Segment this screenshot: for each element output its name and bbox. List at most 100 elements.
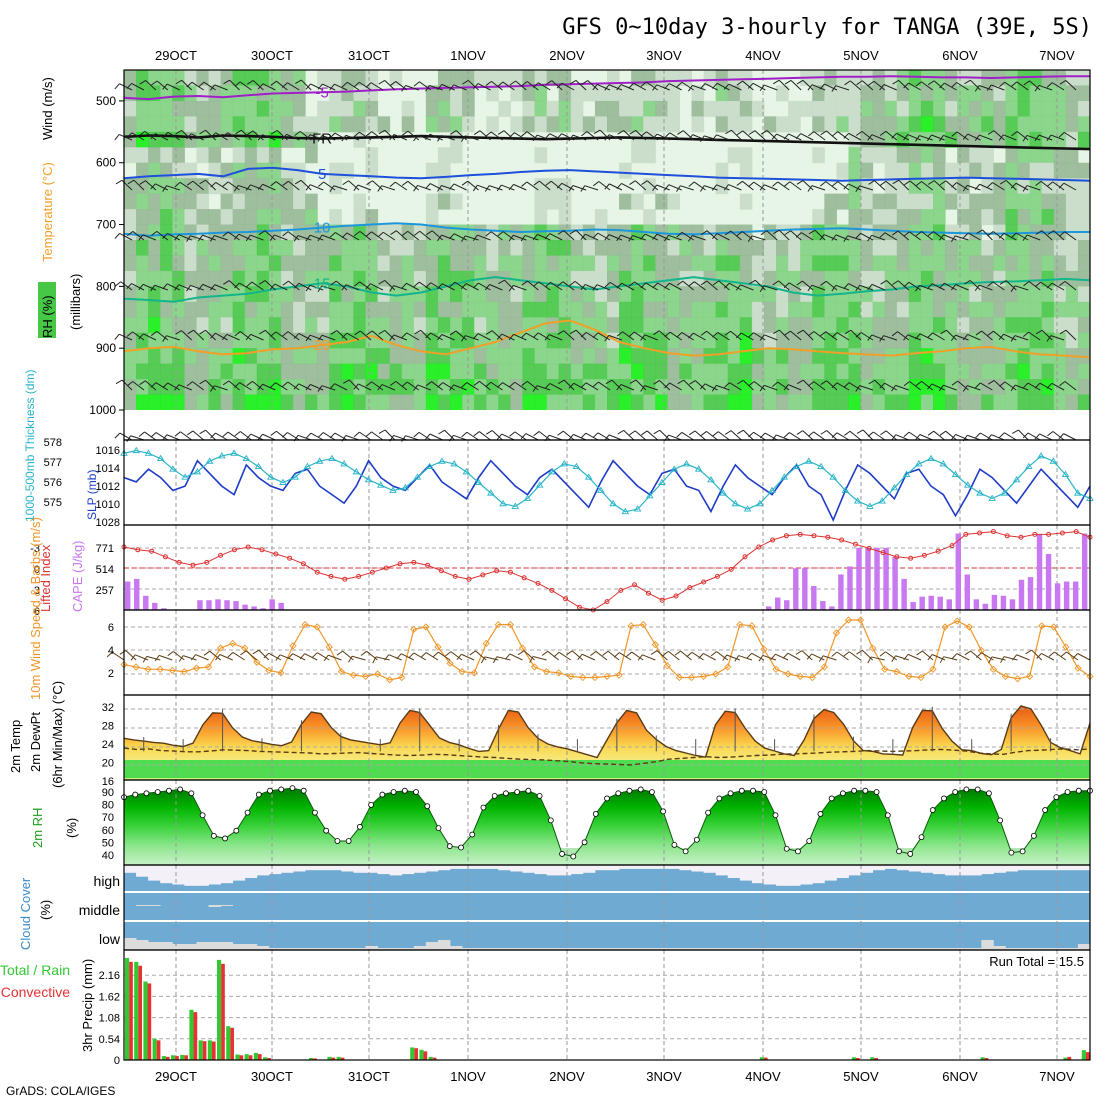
wind-barb <box>348 379 360 391</box>
rh-cell <box>1053 255 1067 272</box>
wind-barb <box>970 650 982 661</box>
thickness-marker <box>193 468 202 475</box>
wind-barb <box>848 382 862 391</box>
wind-barb <box>1050 335 1065 341</box>
wind-barb <box>954 235 969 241</box>
rh-cell <box>582 255 596 272</box>
wind-barb-flag <box>987 182 993 188</box>
wind-barb-flag <box>891 434 897 441</box>
rh-cell <box>425 255 439 272</box>
wind-barb <box>586 331 599 341</box>
wind-barb <box>264 280 276 291</box>
wind-barb-flag <box>222 181 229 187</box>
wind-barb <box>155 432 169 441</box>
wind-barb-flag <box>1022 135 1028 142</box>
rh-cell <box>474 317 487 334</box>
wind-barb-flag <box>617 429 625 435</box>
wind-marker <box>289 642 297 650</box>
rh-cell <box>860 348 874 365</box>
rh-cell <box>727 394 741 411</box>
wind-barb-flag <box>126 83 132 89</box>
rh-cell <box>836 193 849 210</box>
rh-cell <box>401 116 415 133</box>
rh-cell <box>981 131 994 148</box>
li-marker <box>852 541 858 547</box>
rh-cell <box>896 100 910 117</box>
rh-cell <box>450 394 463 411</box>
rh-cell <box>256 224 270 241</box>
rh-cell <box>667 85 680 102</box>
low-cloud-bar <box>667 948 680 950</box>
rh-cell <box>667 348 680 365</box>
rh-cell <box>933 162 946 179</box>
wind-barb <box>119 83 133 91</box>
wind-barb <box>132 331 145 341</box>
high-cloud-gap <box>474 865 487 869</box>
low-cloud-bar <box>570 948 584 950</box>
rh-cell <box>619 363 632 380</box>
wind-barb <box>287 82 300 91</box>
wind-barb-flag <box>796 79 804 85</box>
low-cloud-bar <box>437 940 451 950</box>
wind-barb <box>886 280 898 291</box>
wind-barb <box>704 83 718 91</box>
wind-barb-flag <box>199 329 206 335</box>
wind-barb-flag <box>939 656 945 664</box>
temp-tick: 24 <box>102 739 114 751</box>
rh-cell <box>607 255 620 272</box>
wind-barb <box>993 130 1005 141</box>
high-cloud-gap <box>124 865 137 873</box>
wind-barb-flag <box>688 430 696 436</box>
wind-barb-flag <box>653 380 660 385</box>
rh-cell <box>450 255 463 272</box>
wind-barb-flag <box>341 232 348 239</box>
high-cloud-gap <box>920 865 934 873</box>
rh-cell <box>425 348 439 365</box>
wind-barb <box>479 431 491 441</box>
rh-cell <box>727 147 741 164</box>
li-marker <box>466 576 472 582</box>
high-cloud-gap <box>232 865 246 881</box>
rh-marker <box>289 785 296 792</box>
wind-barb <box>190 133 204 141</box>
wind-barb-flag <box>820 181 827 187</box>
wind-barb <box>871 134 886 141</box>
wind-barb-flag <box>317 234 323 242</box>
low-cloud-bar <box>655 948 668 950</box>
wind-barb <box>907 334 921 341</box>
wind-barb-flag <box>389 285 394 292</box>
wind-barb <box>384 429 396 441</box>
rh-cell <box>1077 209 1091 226</box>
rh-cell <box>751 301 765 318</box>
wind-barb <box>214 284 228 291</box>
rh-cell <box>1029 85 1043 102</box>
wind-barb <box>274 234 288 241</box>
wind-barb-flag <box>855 385 861 392</box>
low-cloud-bar <box>353 948 366 950</box>
wind-barb-flag <box>831 131 839 137</box>
rh-cell <box>570 85 584 102</box>
wind-barb-flag <box>342 379 350 384</box>
high-cloud-gap <box>486 865 499 869</box>
rh-cell <box>1065 70 1079 86</box>
wind-barb-flag <box>425 133 431 141</box>
wind-barb-flag <box>329 432 336 439</box>
rh-cell <box>208 85 222 102</box>
wind-barb-flag <box>372 656 377 664</box>
high-cloud-gap <box>933 865 946 875</box>
rh-cell <box>655 394 668 411</box>
wind-barb <box>371 381 384 391</box>
wind-barb <box>764 432 778 441</box>
rh-cell <box>872 70 886 86</box>
rh-cell <box>522 100 536 117</box>
low-cloud-bar <box>329 948 342 950</box>
wind-barb <box>754 279 766 291</box>
wind-barb-flag <box>604 335 610 342</box>
rh-cell <box>643 147 656 164</box>
rh-cell <box>703 348 717 365</box>
rh-cell <box>329 85 342 102</box>
wind-barb-flag <box>186 235 191 242</box>
rh-cell <box>558 240 572 256</box>
wind-barb <box>802 379 814 391</box>
wind-barb <box>502 81 515 91</box>
